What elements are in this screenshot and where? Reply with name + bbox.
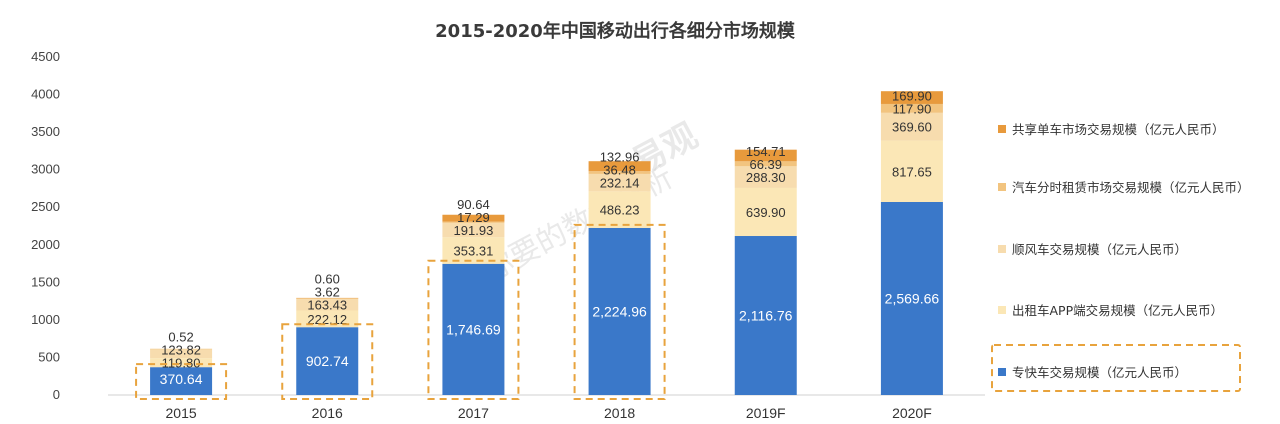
data-label: 90.64	[457, 197, 490, 212]
x-axis: 2015 2016 2017 2018 2019F 2020F	[108, 394, 985, 421]
bar-segment	[442, 237, 505, 264]
data-label: 169.90	[892, 88, 932, 103]
highlight-box	[135, 363, 228, 401]
legend-swatch	[998, 245, 1006, 253]
data-label: 2,224.96	[592, 303, 647, 319]
data-label: 163.43	[307, 297, 347, 312]
data-label: 902.74	[306, 353, 349, 369]
y-tick-label: 500	[38, 349, 60, 364]
data-label: 0.60	[315, 271, 340, 286]
bar-segment	[734, 166, 797, 188]
legend-swatch	[998, 306, 1006, 314]
bar-segment	[734, 236, 797, 395]
bar-segment	[442, 222, 505, 238]
x-tick-label: 2016	[312, 405, 343, 421]
x-tick-label: 2020F	[892, 405, 932, 421]
y-axis: 0 500 1000 1500 2000 2500 3000 3500 4000 4500	[31, 49, 60, 402]
legend-label: 出租车APP端交易规模（亿元人民币）	[1012, 303, 1223, 318]
highlight-boxes	[135, 223, 666, 401]
bar-segment	[880, 201, 943, 395]
bar-segment	[150, 367, 213, 395]
data-label: 132.96	[600, 150, 640, 165]
data-label: 353.31	[454, 244, 494, 259]
y-tick-label: 3000	[31, 162, 60, 177]
bar-segment	[734, 161, 797, 167]
bar-segment	[442, 221, 505, 223]
bar-segment	[880, 112, 943, 141]
legend-label: 专快车交易规模（亿元人民币）	[1012, 365, 1187, 380]
highlight-box	[427, 259, 520, 400]
y-tick-label: 1500	[31, 274, 60, 289]
data-label: 3.62	[315, 284, 340, 299]
bar-segment	[588, 161, 651, 172]
data-label: 0.52	[168, 330, 193, 345]
data-label: 123.82	[161, 343, 201, 358]
bar-segment	[442, 263, 505, 395]
legend-label: 顺风车交易规模（亿元人民币）	[1012, 242, 1187, 257]
bar-segment	[150, 358, 213, 368]
bar-segment	[442, 214, 505, 222]
highlight-box	[281, 323, 374, 400]
bar-segment	[734, 149, 797, 162]
bar-segment	[734, 187, 797, 237]
legend: 共享单车市场交易规模（亿元人民币） 汽车分时租赁市场交易规模（亿元人民币） 顺风车交…	[991, 122, 1250, 392]
bar-segment	[296, 298, 359, 311]
bar-segment	[880, 140, 943, 202]
data-label: 370.64	[160, 371, 203, 387]
x-tick-label: 2019F	[746, 405, 786, 421]
x-tick-label: 2015	[166, 405, 197, 421]
y-tick-label: 3500	[31, 124, 60, 139]
bar-segment	[880, 91, 943, 104]
data-label: 817.65	[892, 164, 932, 179]
data-label: 154.71	[746, 144, 786, 159]
x-tick-label: 2018	[604, 405, 635, 421]
legend-label: 汽车分时租赁市场交易规模（亿元人民币）	[1012, 180, 1250, 195]
data-label: 2,569.66	[885, 290, 940, 306]
bars	[150, 91, 943, 395]
y-tick-label: 4000	[31, 87, 60, 102]
bar-segment	[296, 327, 359, 395]
legend-swatch	[998, 368, 1006, 376]
bar-segment	[150, 348, 213, 359]
y-tick-label: 0	[53, 387, 60, 402]
data-label: 222.12	[307, 312, 347, 327]
y-tick-label: 2000	[31, 237, 60, 252]
data-label: 486.23	[600, 203, 640, 218]
legend-highlight-box	[991, 344, 1241, 392]
legend-label: 共享单车市场交易规模（亿元人民币）	[1012, 122, 1225, 137]
legend-swatch	[998, 183, 1006, 191]
data-label: 36.48	[603, 163, 636, 178]
bar-segment	[588, 191, 651, 228]
data-label: 66.39	[749, 157, 782, 172]
data-label: 119.80	[162, 356, 201, 371]
chart-title: 2015-2020年中国移动出行各细分市场规模	[435, 20, 796, 42]
y-tick-label: 4500	[31, 49, 60, 64]
data-label: 17.29	[457, 210, 490, 225]
data-label: 232.14	[600, 176, 640, 191]
data-label: 369.60	[892, 120, 932, 135]
bar-segment	[880, 103, 943, 113]
bar-segment	[588, 227, 651, 395]
bar-segment	[588, 173, 651, 192]
y-tick-label: 2500	[31, 199, 60, 214]
y-tick-label: 1000	[31, 312, 60, 327]
data-label: 2,116.76	[739, 308, 793, 324]
data-label: 117.90	[893, 101, 932, 116]
bar-segment	[296, 310, 359, 328]
x-tick-label: 2017	[458, 405, 489, 421]
legend-swatch	[998, 125, 1006, 133]
data-label: 191.93	[454, 223, 494, 238]
data-label: 1,746.69	[446, 321, 501, 337]
data-label: 288.30	[746, 170, 786, 185]
bar-segment	[588, 171, 651, 174]
data-label: 639.90	[746, 205, 786, 220]
